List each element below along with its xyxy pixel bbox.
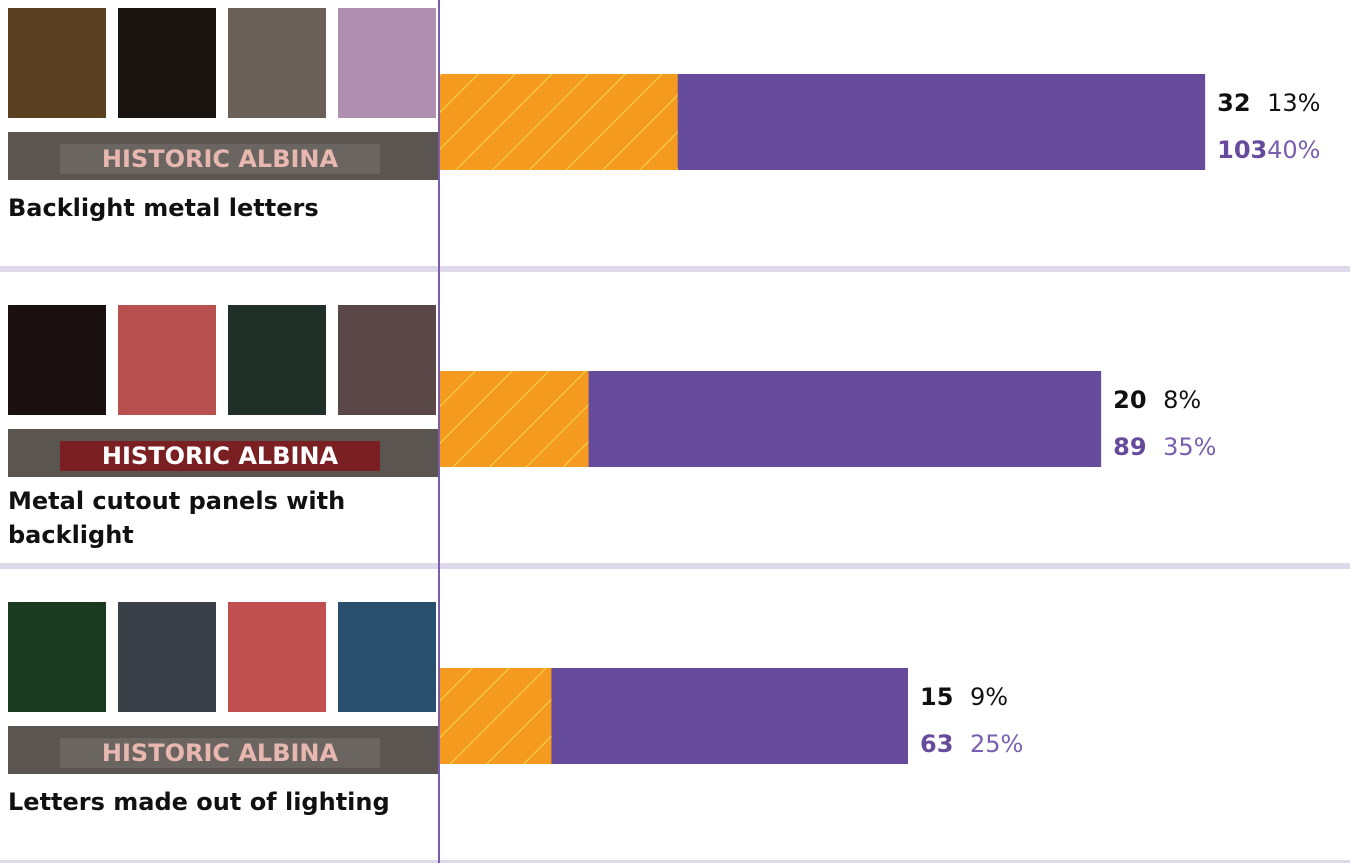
sign-photo <box>228 305 326 415</box>
sign-banner-plate <box>60 441 380 471</box>
value-label: 89 <box>1113 433 1146 461</box>
sign-photo <box>228 602 326 712</box>
row-separator <box>0 266 1350 272</box>
category-label: Metal cutout panels with backlight <box>8 487 346 549</box>
sign-photo <box>228 8 326 118</box>
bar-hatch <box>440 371 589 467</box>
sign-photo <box>338 602 436 712</box>
sign-banner-text: HISTORIC ALBINA <box>102 442 339 470</box>
sign-banner-text: HISTORIC ALBINA <box>102 739 339 767</box>
sign-banner-text: HISTORIC ALBINA <box>102 145 339 173</box>
sign-photo <box>118 8 216 118</box>
sign-photo <box>338 305 436 415</box>
value-label: 20 <box>1113 386 1146 414</box>
row-separator <box>0 860 1350 863</box>
percent-label: 25% <box>970 730 1023 758</box>
category-label: Backlight metal letters <box>8 194 319 222</box>
value-label: 15 <box>920 683 953 711</box>
value-label: 32 <box>1217 89 1250 117</box>
sign-banner-plate <box>60 144 380 174</box>
sign-photo <box>8 8 106 118</box>
percent-label: 40% <box>1267 136 1320 164</box>
category-label: Letters made out of lighting <box>8 788 390 816</box>
sign-photo <box>118 602 216 712</box>
sign-photo <box>8 602 106 712</box>
percent-label: 8% <box>1163 386 1201 414</box>
row-separator <box>0 563 1350 569</box>
bar-hatch <box>440 74 678 170</box>
percent-label: 9% <box>970 683 1008 711</box>
sign-photo <box>338 8 436 118</box>
bar-hatch <box>440 668 552 764</box>
percent-label: 13% <box>1267 89 1320 117</box>
percent-label: 35% <box>1163 433 1216 461</box>
value-label: 63 <box>920 730 953 758</box>
sign-photo <box>8 305 106 415</box>
value-label: 103 <box>1217 136 1267 164</box>
sign-photo <box>118 305 216 415</box>
sign-banner-plate <box>60 738 380 768</box>
